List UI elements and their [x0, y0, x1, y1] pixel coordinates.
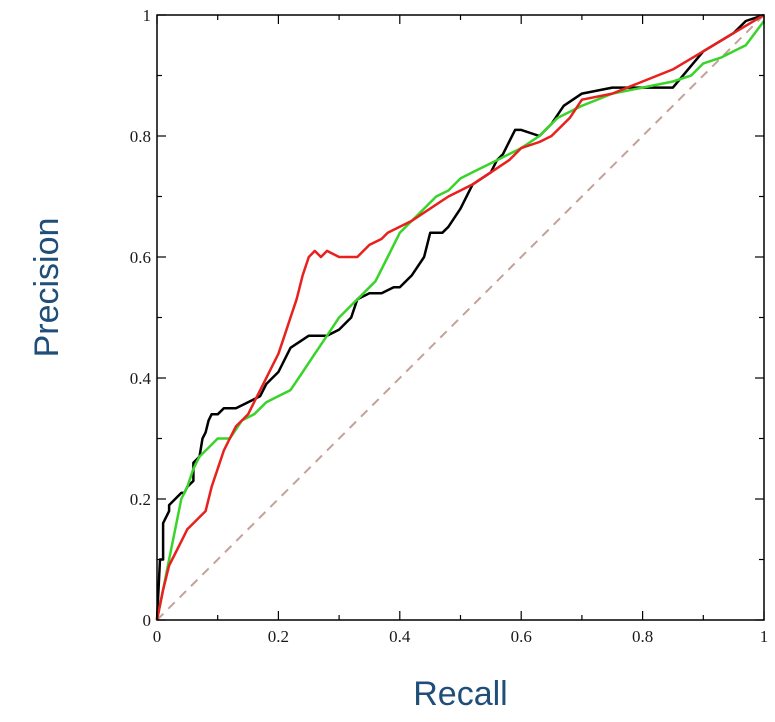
y-tick-label: 1	[143, 6, 152, 25]
y-tick-label: 0.2	[130, 490, 151, 509]
x-tick-label: 1	[760, 627, 769, 646]
x-tick-label: 0.4	[389, 627, 411, 646]
x-tick-label: 0.8	[632, 627, 653, 646]
series-layer	[155, 13, 766, 621]
series-line-3	[156, 14, 765, 621]
y-tick-label: 0.4	[130, 369, 152, 388]
x-tick-label: 0	[153, 627, 162, 646]
series-line-1	[155, 13, 765, 621]
x-tick-label: 0.2	[268, 627, 289, 646]
y-tick-label: 0.6	[130, 248, 151, 267]
y-axis-title: Precision	[28, 218, 66, 358]
x-tick-label: 0.6	[511, 627, 532, 646]
y-tick-label: 0.8	[130, 127, 151, 146]
x-axis-title: Recall	[413, 675, 507, 713]
y-tick-label: 0	[143, 611, 152, 630]
ticks-layer: 0 0.2 0.4 0.6 0.8 1 0 0.2 0.4 0.6 0.8 1	[130, 6, 769, 646]
series-line-2	[155, 20, 766, 621]
